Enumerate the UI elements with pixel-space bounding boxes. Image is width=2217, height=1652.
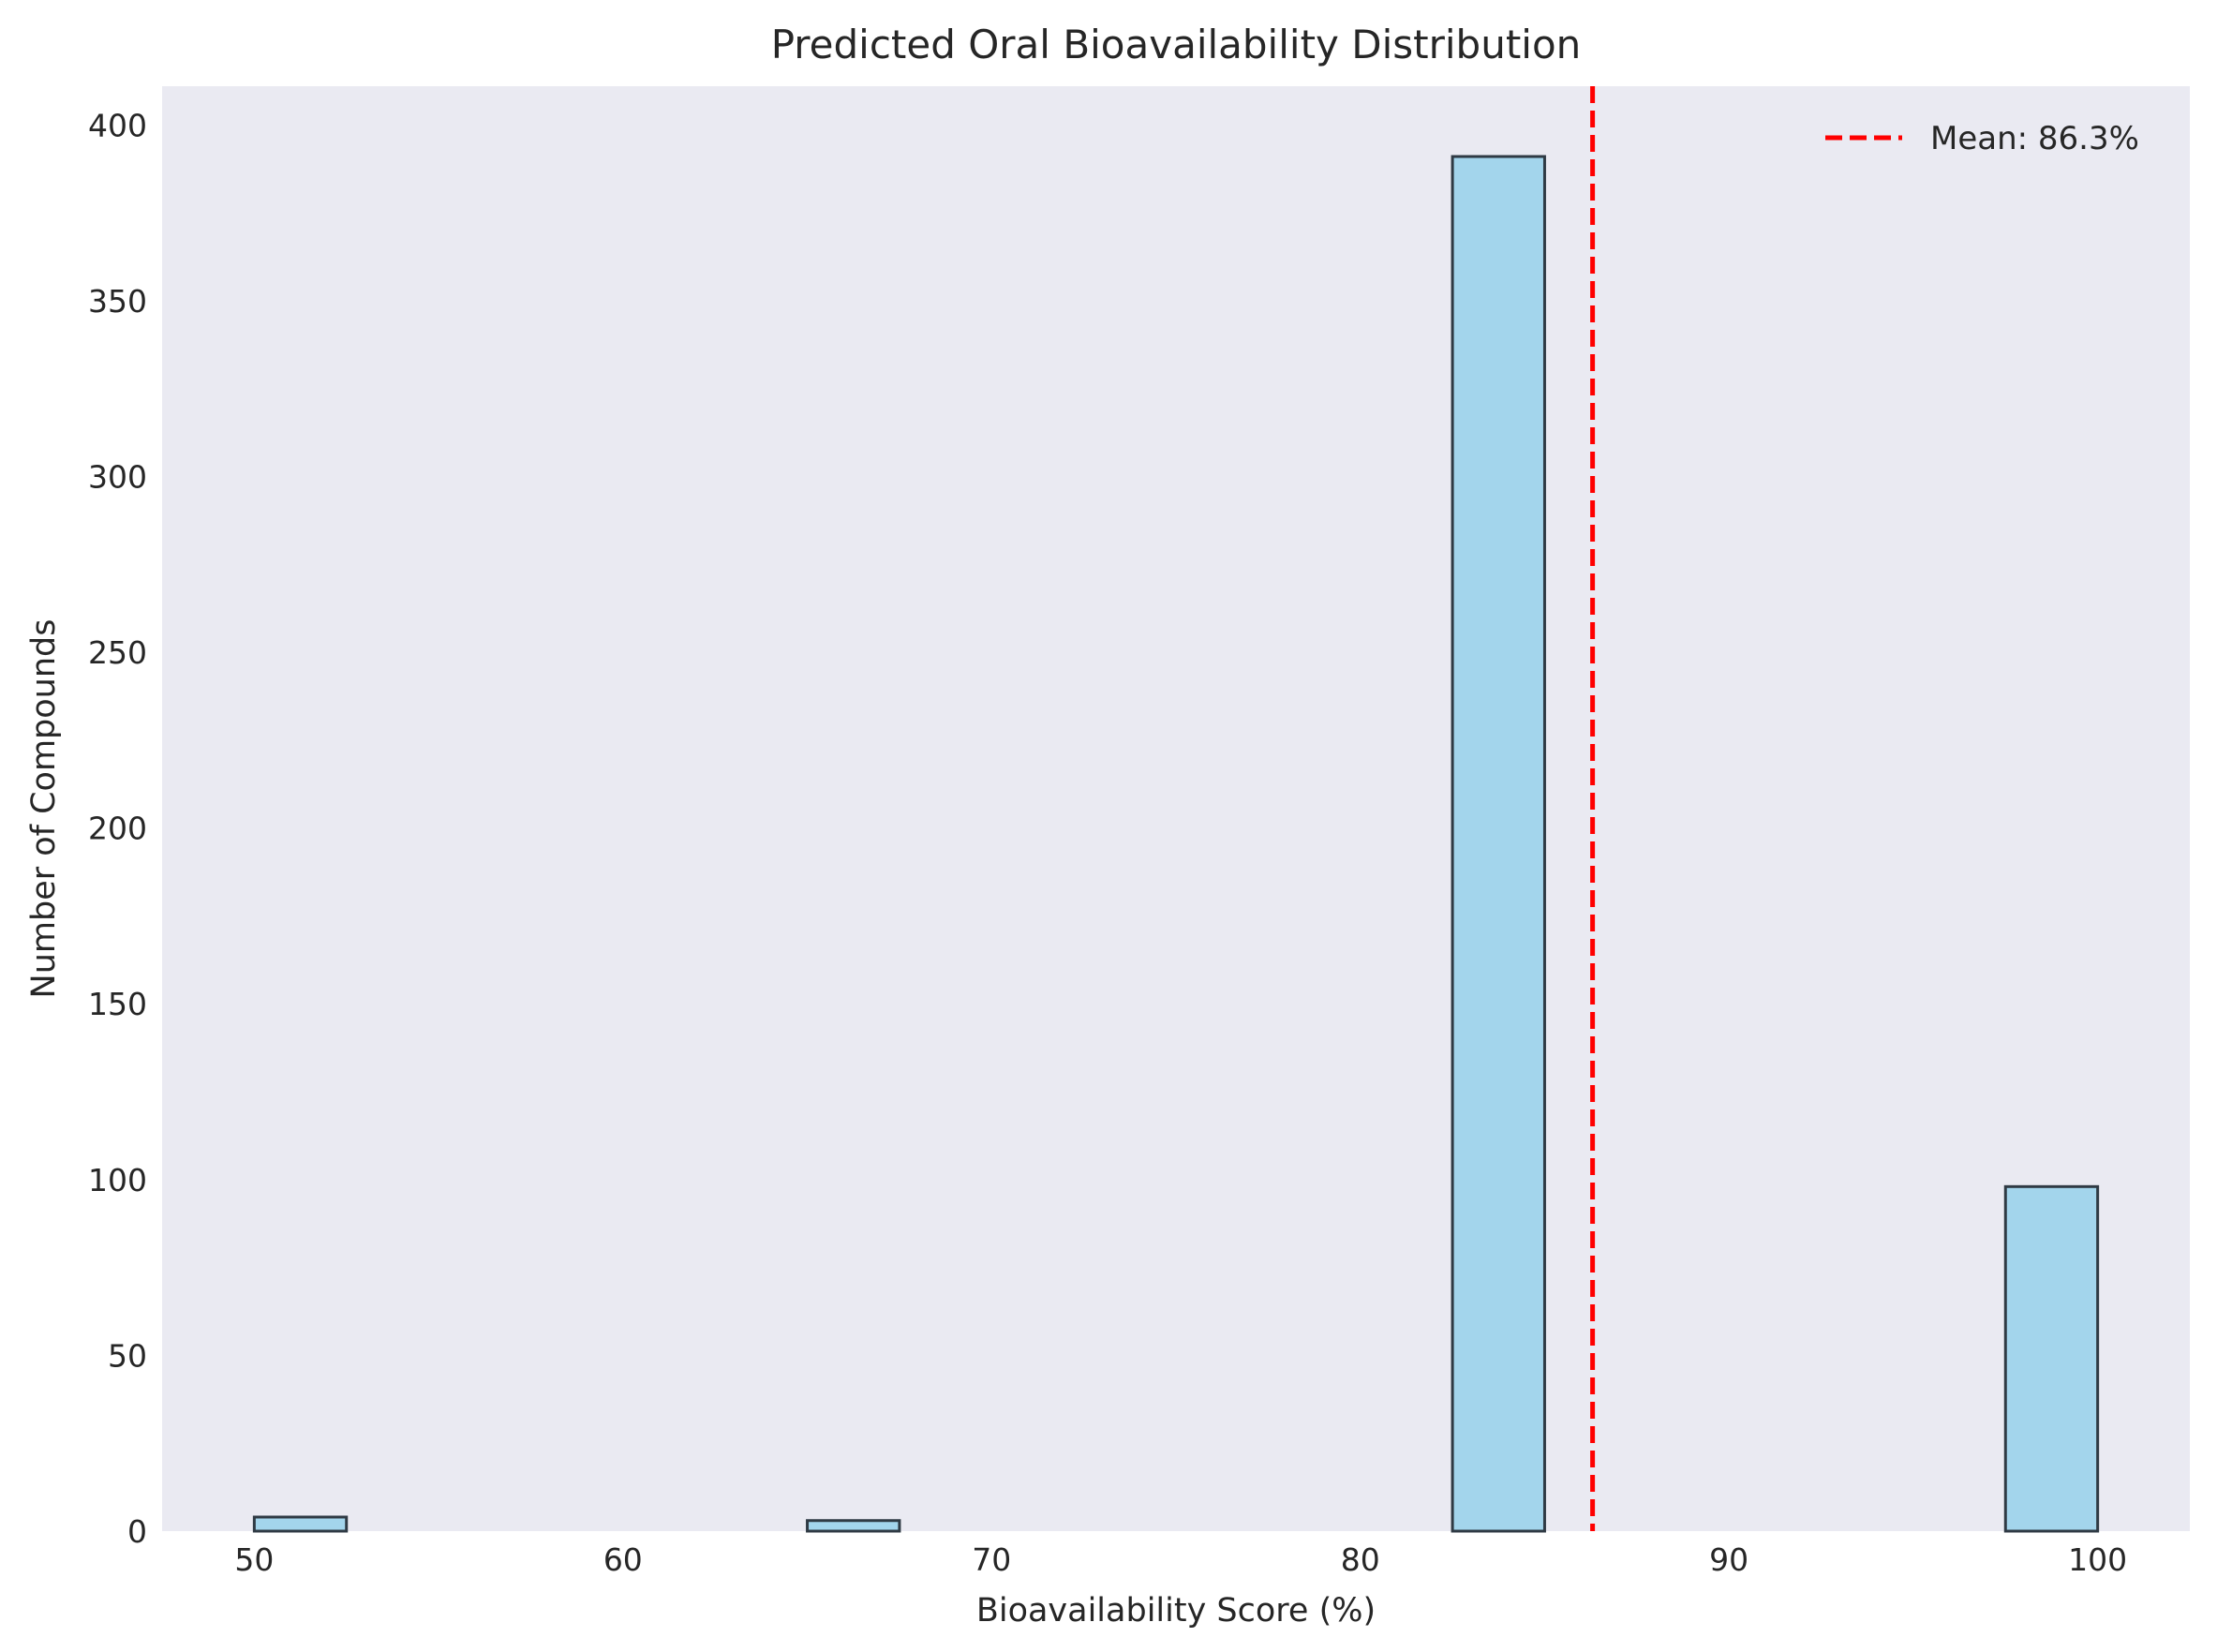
y-tick-label: 50 [108,1337,147,1374]
y-tick-label: 100 [88,1162,147,1198]
histogram-bar [2003,1184,2100,1533]
x-tick-label: 80 [1341,1541,1380,1578]
y-axis-label: Number of Compounds [25,619,63,999]
y-tick-label: 150 [88,986,147,1022]
x-tick-label: 100 [2068,1541,2127,1578]
legend: Mean: 86.3% [1825,120,2139,157]
histogram-bar [252,1515,349,1533]
x-tick-label: 50 [234,1541,274,1578]
x-tick-label: 60 [603,1541,643,1578]
y-axis-ticks: 0 50 100 150 200 250 300 350 400 [88,107,147,1550]
histogram-bar [806,1519,901,1533]
y-tick-label: 0 [127,1513,147,1550]
x-axis-label: Bioavailability Score (%) [976,1592,1376,1630]
y-tick-label: 350 [88,283,147,320]
y-tick-label: 250 [88,634,147,671]
x-tick-label: 70 [972,1541,1011,1578]
bars-layer [252,155,2100,1533]
x-tick-label: 90 [1709,1541,1748,1578]
x-axis-ticks: 50 60 70 80 90 100 [234,1541,2127,1578]
histogram-bar [1451,155,1546,1533]
chart-title: Predicted Oral Bioavailability Distribut… [771,22,1582,67]
legend-mean-label: Mean: 86.3% [1930,120,2139,157]
y-tick-label: 300 [88,458,147,495]
plot-area [162,86,2190,1531]
y-tick-label: 200 [88,811,147,847]
y-tick-label: 400 [88,107,147,143]
